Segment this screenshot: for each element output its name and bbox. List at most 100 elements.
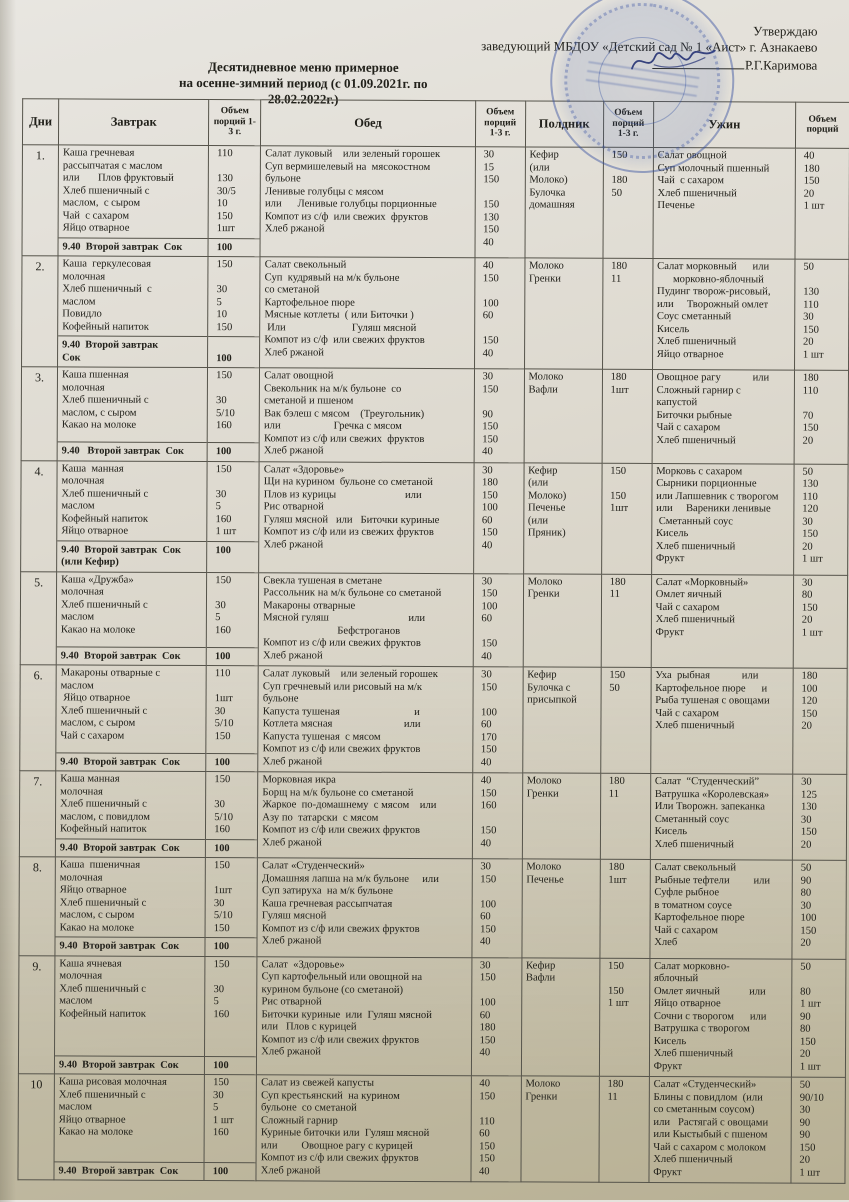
menu-line: 180 (608, 775, 625, 787)
menu-line: Картофельное пюре и (655, 682, 768, 694)
menu-line: маслом, с сыром (59, 909, 135, 921)
dinner-volume-cell: 30 125 130 30 150 20 (792, 774, 847, 861)
menu-line: Хлеб пшеничный с (60, 704, 148, 717)
menu-line: молочная (59, 871, 103, 884)
menu-line: 80 (799, 1023, 811, 1035)
snack-cell: Молоко Печенье (521, 858, 601, 958)
menu-line: или Плов с курицей (261, 1021, 357, 1033)
menu-line: 150 (215, 463, 232, 475)
day-number: 3. (21, 366, 58, 461)
menu-line: 150 (611, 149, 628, 161)
menu-line: 1 шт (607, 997, 629, 1009)
dinner-cell: Овощное рагу или Сложный гарнир с капустой… (651, 369, 795, 464)
menu-line: 1 шт (799, 1061, 821, 1073)
snack-cell: Кефир (или Молоко) Булочка домашняя (524, 146, 604, 259)
menu-line: Молоко (525, 1078, 561, 1090)
dinner-cell: Уха рыбная или Картофельное пюре и Рыба ту… (650, 667, 794, 775)
lunch-volume-cell: 40 150 110 60 150 150 40 (470, 1075, 521, 1182)
menu-line: 10 (216, 198, 228, 210)
menu-line: Домашняя лапша на м/к бульоне или (262, 872, 439, 885)
menu-line: маслом (60, 611, 95, 623)
second-breakfast-label: 9.40 Второй завтрак Сок (56, 645, 206, 666)
menu-line: 20 (802, 541, 813, 553)
menu-line: Морковь с сахаром (656, 465, 743, 477)
menu-line: 100 (214, 650, 231, 662)
menu-line: Яйцо отварное (58, 1113, 126, 1126)
second-breakfast-volume: 100 (207, 442, 259, 461)
second-breakfast-label: 9.40 Второй завтрак Сок (57, 441, 207, 461)
menu-line: 20 (799, 1154, 811, 1166)
menu-line: Хлеб пшеничный (657, 187, 737, 199)
dinner-volume-cell: 180 100 120 150 20 (792, 668, 848, 775)
menu-line: 1шт (213, 885, 233, 897)
menu-line: Хлеб пшеничный (655, 720, 735, 732)
menu-line: Фрукт (653, 1060, 683, 1072)
menu-line: 150 (213, 958, 230, 970)
menu-line: молочная (62, 270, 106, 283)
column-header: Объем порций 1-3 г. (474, 100, 526, 147)
menu-line: со сметаной (264, 284, 320, 296)
menu-line: Яйцо отварное (62, 222, 130, 234)
menu-line (481, 626, 518, 639)
breakfast-cell: Каша манная молочная Хлеб пшеничный с масло… (56, 460, 208, 573)
menu-line: Мясные котлеты ( или Биточки ) (264, 309, 414, 321)
menu-line: Чай с сахаром (62, 209, 130, 222)
menu-line: Гуляш мясной или Биточки куриные (263, 513, 440, 526)
menu-line: Кофейный напиток (59, 1007, 146, 1020)
dinner-volume-cell: 30 80 150 20 1 шт (793, 574, 848, 669)
menu-line: Салат «Студенческий» (653, 1079, 757, 1091)
menu-line: 5/10 (215, 407, 235, 419)
menu-line: Омлет яичный или (653, 985, 766, 997)
menu-line: 30 (803, 311, 814, 323)
menu-line: маслом (61, 500, 95, 512)
menu-line: 100 (481, 706, 497, 718)
menu-line: Фрукт (653, 1166, 682, 1178)
menu-line: или Растягай с овощами (653, 1116, 769, 1129)
menu-line: Суп молочный пшенный (657, 162, 770, 175)
second-breakfast-volume: 100 (208, 237, 260, 257)
menu-row: 8. Каша пшеничная молочная Яйцо отварное Хле… (18, 856, 847, 959)
menu-line: 30 (213, 1089, 224, 1101)
menu-line: Салат луковый или зеленый горошек (262, 668, 438, 681)
menu-line: молочная (61, 475, 105, 487)
menu-line: Ватрушка с творогом (653, 1023, 750, 1035)
menu-line: Хлеб ржаной (262, 836, 322, 849)
menu-line: Свекольник на м/к бульоне со (264, 382, 402, 395)
second-breakfast-label: 9.40 Второй завтрак Сок (54, 1054, 205, 1075)
second-breakfast-volume: 100 (206, 838, 258, 858)
breakfast-volume-cell: 150 30 5 160 1 шт 100 (206, 461, 260, 573)
menu-line: 180 (803, 163, 820, 175)
menu-line: Морковная икра (262, 774, 336, 786)
menu-line: 60 (482, 310, 494, 322)
menu-line: 150 (480, 787, 497, 799)
menu-line: 150 (214, 860, 230, 872)
lunch-cell: Салат луковый или зеленый горошек Суп вер… (260, 145, 475, 258)
menu-line: Хлеб пшеничный (653, 1154, 733, 1166)
menu-line: 100 (216, 352, 232, 364)
menu-line: Суфле рыбное (654, 887, 720, 899)
menu-line: Рассольник на м/к бульоне со сметаной (263, 587, 442, 600)
menu-line: 100 (480, 898, 497, 910)
menu-line: бульоне со сметаной (261, 1102, 357, 1114)
menu-line (483, 323, 520, 336)
menu-line: Яйцо отварное (61, 525, 129, 537)
menu-line: 100 (213, 1059, 229, 1071)
menu-line: 90/10 (799, 1092, 824, 1104)
menu-line: Вак бэлеш с мясом (Треугольник) (264, 407, 425, 420)
menu-line (526, 997, 595, 1010)
dinner-volume-cell: 50 90 80 30 100 150 20 (791, 860, 847, 959)
menu-line: Плов из курицы или (263, 488, 422, 501)
menu-line: Жаркое по-домашнему с мясом или (262, 799, 437, 812)
menu-line: (или (529, 161, 550, 174)
day-number: 2. (21, 255, 59, 367)
menu-line: 40 (482, 347, 494, 359)
menu-line: Хлеб пшеничный (655, 614, 735, 626)
menu-line: 100 (212, 1165, 229, 1177)
dinner-volume-cell: 50 90/10 30 90 90 150 20 1 шт (790, 1077, 846, 1184)
menu-line: Гренки (527, 588, 560, 600)
menu-line: 1 шт (802, 349, 824, 361)
menu-line: 150 (483, 224, 500, 236)
menu-line: маслом (58, 1101, 92, 1113)
menu-line: 20 (802, 435, 814, 447)
